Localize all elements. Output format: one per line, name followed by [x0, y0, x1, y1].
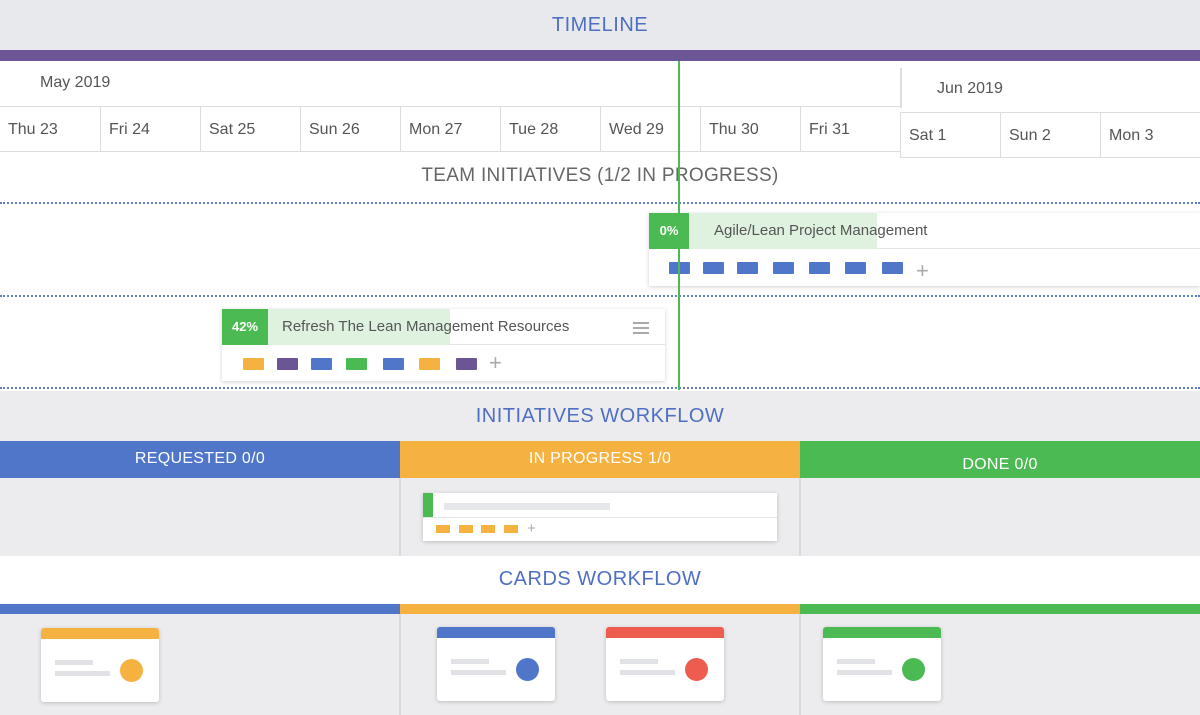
day-cell[interactable]: Mon 3 [1100, 112, 1200, 158]
card-color-strip [823, 627, 941, 638]
column-header-in-progress[interactable]: IN PROGRESS 1/0 [400, 441, 800, 478]
card-tag[interactable] [481, 525, 495, 533]
card-tag[interactable] [243, 358, 264, 370]
initiative-card-refresh[interactable]: 42% Refresh The Lean Management Resource… [222, 309, 665, 381]
cards-workflow-header [0, 556, 1200, 604]
card-tag[interactable] [845, 262, 866, 274]
timeline-bar [0, 50, 1200, 61]
initiative-mini-card[interactable]: + [423, 493, 777, 541]
day-cell[interactable]: Sat 25 [200, 106, 300, 152]
day-cell[interactable]: Tue 28 [500, 106, 600, 152]
card-title-placeholder [444, 503, 610, 510]
card-tag[interactable] [456, 358, 477, 370]
timeline-title: TIMELINE [551, 14, 649, 36]
add-card-icon[interactable]: + [916, 258, 929, 283]
card-tag[interactable] [809, 262, 830, 274]
month-label-may: May 2019 [40, 74, 111, 91]
card-text-placeholder [451, 659, 489, 664]
swimlane-divider [0, 387, 1200, 389]
cards-workflow-board [0, 604, 1200, 715]
day-cell[interactable]: Sun 26 [300, 106, 400, 152]
card-text-placeholder [55, 671, 110, 676]
task-card[interactable] [41, 628, 159, 702]
avatar[interactable] [685, 658, 708, 681]
swimlane-divider [0, 202, 1200, 204]
card-color-strip [41, 628, 159, 639]
day-cell[interactable]: Fri 24 [100, 106, 200, 152]
initiative-title[interactable]: Agile/Lean Project Management [714, 222, 928, 239]
avatar[interactable] [120, 659, 143, 682]
column-divider [799, 478, 801, 556]
card-tag[interactable] [346, 358, 367, 370]
initiative-card-header: 0% Agile/Lean Project Management [649, 213, 1200, 249]
column-bar-requested [0, 604, 400, 614]
day-cell[interactable]: Mon 27 [400, 106, 500, 152]
card-tag[interactable] [383, 358, 404, 370]
task-card[interactable] [606, 627, 724, 701]
column-bar-done [800, 604, 1200, 614]
card-text-placeholder [620, 659, 658, 664]
initiative-progress-badge: 42% [222, 309, 268, 345]
column-divider [399, 614, 401, 715]
column-header-requested[interactable]: REQUESTED 0/0 [0, 441, 400, 478]
card-tag[interactable] [459, 525, 473, 533]
day-cell[interactable]: Sun 2 [1000, 112, 1100, 158]
avatar[interactable] [902, 658, 925, 681]
team-initiatives-title: TEAM INITIATIVES (1/2 IN PROGRESS) [421, 165, 779, 186]
card-color-strip [606, 627, 724, 638]
card-text-placeholder [55, 660, 93, 665]
column-header-done[interactable]: DONE 0/0 [800, 441, 1200, 478]
card-text-placeholder [451, 670, 506, 675]
today-marker [678, 61, 680, 390]
day-cell[interactable]: Wed 29 [600, 106, 700, 152]
day-cell[interactable]: Thu 30 [700, 106, 800, 152]
initiative-title[interactable]: Refresh The Lean Management Resources [282, 318, 570, 335]
day-cell[interactable]: Thu 23 [0, 106, 100, 152]
card-text-placeholder [620, 670, 675, 675]
add-card-icon[interactable]: + [489, 350, 502, 375]
card-tag[interactable] [773, 262, 794, 274]
card-text-placeholder [837, 670, 892, 675]
card-tag[interactable] [419, 358, 440, 370]
card-tag[interactable] [436, 525, 450, 533]
card-tag[interactable] [277, 358, 298, 370]
day-cell[interactable]: Sat 1 [900, 112, 1000, 158]
task-card[interactable] [437, 627, 555, 701]
timeline-header: TIMELINE [0, 0, 1200, 50]
month-label-jun: Jun 2019 [937, 80, 1003, 97]
task-card[interactable] [823, 627, 941, 701]
menu-icon[interactable] [633, 322, 649, 334]
card-tag[interactable] [311, 358, 332, 370]
card-color-strip [437, 627, 555, 638]
column-bar-in-progress [400, 604, 800, 614]
month-divider [900, 68, 902, 108]
swimlane-divider [0, 295, 1200, 297]
day-cell[interactable]: Fri 31 [800, 106, 900, 152]
cards-workflow-title: CARDS WORKFLOW [498, 568, 702, 590]
column-divider [399, 478, 401, 556]
initiatives-workflow-title: INITIATIVES WORKFLOW [475, 405, 725, 427]
card-tag[interactable] [504, 525, 518, 533]
avatar[interactable] [516, 658, 539, 681]
initiative-progress-badge: 0% [649, 213, 689, 249]
add-card-icon[interactable]: + [527, 520, 536, 537]
initiative-card-agile[interactable]: 0% Agile/Lean Project Management + [649, 213, 1200, 286]
card-tag[interactable] [737, 262, 758, 274]
card-text-placeholder [837, 659, 875, 664]
card-tag[interactable] [703, 262, 724, 274]
card-tag[interactable] [882, 262, 903, 274]
card-status-stripe [423, 493, 433, 517]
column-divider [799, 614, 801, 715]
initiative-card-header: 42% Refresh The Lean Management Resource… [222, 309, 665, 345]
card-divider [423, 517, 777, 518]
